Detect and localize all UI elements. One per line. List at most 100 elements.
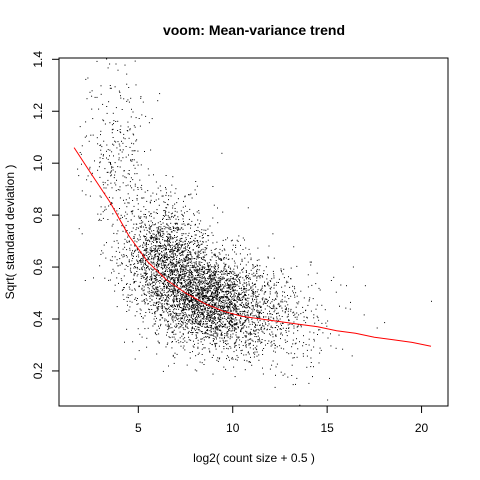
data-point: [123, 243, 125, 245]
data-point: [139, 230, 141, 232]
data-point: [110, 163, 111, 165]
data-point: [256, 309, 258, 311]
data-point: [214, 329, 216, 331]
data-point: [266, 274, 268, 276]
data-point: [121, 263, 123, 265]
data-point: [147, 256, 149, 258]
data-point: [161, 294, 163, 296]
data-point: [185, 285, 187, 287]
data-point: [148, 308, 150, 310]
data-point: [160, 298, 162, 300]
data-point: [229, 346, 231, 347]
data-point: [136, 303, 138, 305]
data-point: [243, 322, 245, 323]
data-point: [182, 276, 184, 278]
data-point: [198, 223, 200, 225]
data-point: [188, 300, 190, 302]
data-point: [249, 279, 251, 280]
data-point: [168, 365, 169, 367]
data-point: [110, 170, 112, 172]
data-point: [162, 261, 163, 263]
data-point: [183, 290, 185, 292]
data-point: [181, 307, 183, 309]
data-point: [241, 302, 243, 304]
data-point: [247, 351, 249, 353]
data-point: [221, 278, 223, 280]
data-point: [180, 274, 182, 276]
data-point: [205, 229, 207, 231]
data-point: [187, 224, 189, 226]
data-point: [210, 288, 212, 290]
data-point: [156, 245, 158, 247]
data-point: [143, 206, 145, 208]
data-point: [196, 277, 198, 279]
data-point: [113, 270, 115, 272]
data-point: [165, 226, 167, 228]
data-point: [211, 286, 213, 288]
data-point: [152, 268, 154, 270]
data-point: [253, 329, 254, 331]
data-point: [194, 252, 196, 254]
data-point: [265, 266, 267, 268]
data-point: [128, 261, 130, 263]
data-point: [288, 353, 290, 355]
data-point: [143, 263, 145, 265]
data-point: [204, 266, 206, 268]
data-point: [177, 250, 179, 252]
data-point: [206, 300, 208, 302]
data-point: [292, 357, 294, 359]
data-point: [164, 279, 166, 281]
data-point: [176, 228, 178, 230]
data-point: [119, 145, 121, 147]
data-point: [201, 348, 203, 350]
data-point: [203, 264, 205, 265]
data-point: [111, 151, 113, 153]
data-point: [214, 332, 216, 334]
data-point: [140, 217, 141, 219]
data-point: [188, 314, 190, 316]
data-point: [176, 263, 178, 265]
data-point: [256, 264, 258, 266]
data-point: [134, 298, 136, 300]
data-point: [299, 404, 301, 406]
data-point: [137, 208, 139, 210]
data-point: [286, 307, 287, 309]
data-point: [222, 318, 224, 320]
data-point: [236, 290, 238, 292]
data-point: [168, 336, 170, 338]
data-point: [251, 298, 253, 300]
data-point: [206, 319, 208, 320]
data-point: [119, 129, 121, 130]
data-point: [277, 319, 279, 321]
data-point: [241, 299, 243, 301]
data-point: [224, 285, 225, 287]
data-point: [255, 330, 257, 332]
data-point: [158, 274, 160, 276]
data-point: [129, 232, 131, 234]
data-point: [205, 295, 207, 297]
data-point: [197, 295, 199, 297]
data-point: [206, 306, 208, 308]
data-point: [142, 259, 144, 261]
data-point: [147, 287, 149, 289]
data-point: [206, 296, 208, 297]
data-point: [232, 318, 234, 320]
data-point: [262, 276, 264, 278]
data-point: [219, 316, 221, 318]
data-point: [281, 325, 282, 326]
data-point: [176, 295, 178, 297]
data-point: [220, 322, 222, 324]
data-point: [219, 278, 221, 280]
data-point: [182, 299, 184, 301]
data-point: [152, 295, 154, 297]
data-point: [184, 317, 185, 319]
data-point: [224, 310, 226, 312]
data-point: [245, 354, 247, 356]
data-point: [226, 287, 228, 289]
data-point: [244, 335, 246, 337]
data-point: [211, 283, 213, 285]
data-point: [300, 290, 302, 292]
data-point: [153, 274, 155, 276]
data-point: [187, 243, 188, 245]
